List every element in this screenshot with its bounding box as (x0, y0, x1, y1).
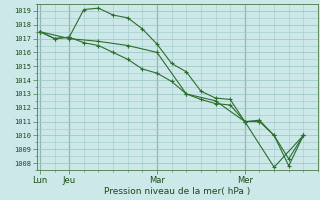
X-axis label: Pression niveau de la mer( hPa ): Pression niveau de la mer( hPa ) (104, 187, 251, 196)
